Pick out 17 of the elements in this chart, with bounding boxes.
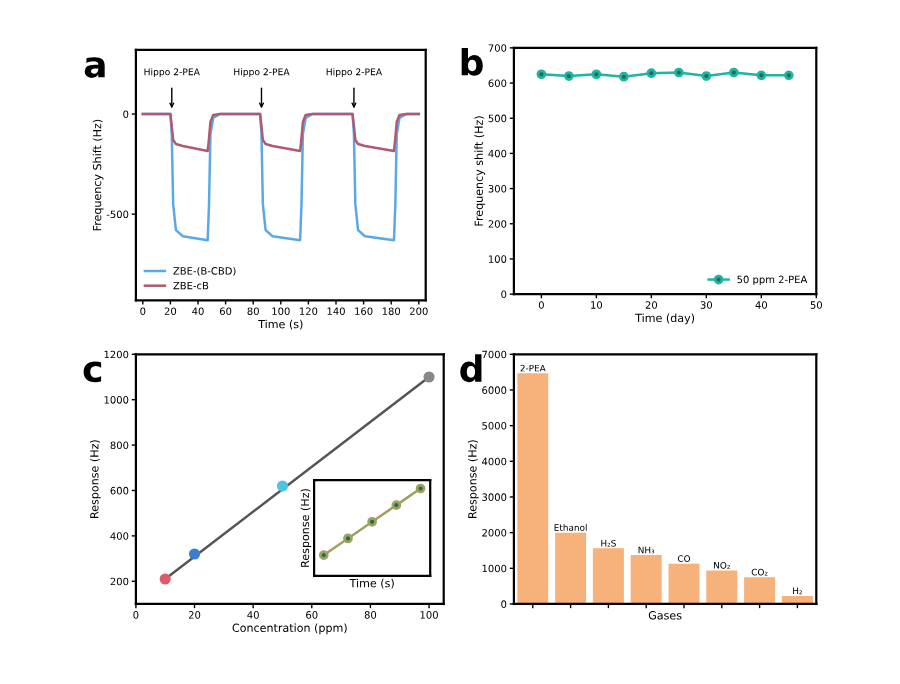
point	[367, 516, 378, 527]
bar	[668, 563, 700, 604]
bar	[592, 548, 624, 604]
point	[415, 483, 426, 494]
bar	[517, 373, 549, 604]
point	[318, 550, 329, 560]
bar	[744, 577, 776, 604]
bar	[706, 570, 738, 604]
line-series	[141, 112, 421, 153]
text: a	[84, 57, 105, 78]
point	[391, 500, 402, 511]
text: d	[460, 354, 482, 383]
text: b	[461, 47, 483, 76]
point	[343, 533, 353, 544]
bar	[555, 532, 587, 604]
bar	[630, 555, 662, 604]
text: c	[83, 361, 102, 383]
